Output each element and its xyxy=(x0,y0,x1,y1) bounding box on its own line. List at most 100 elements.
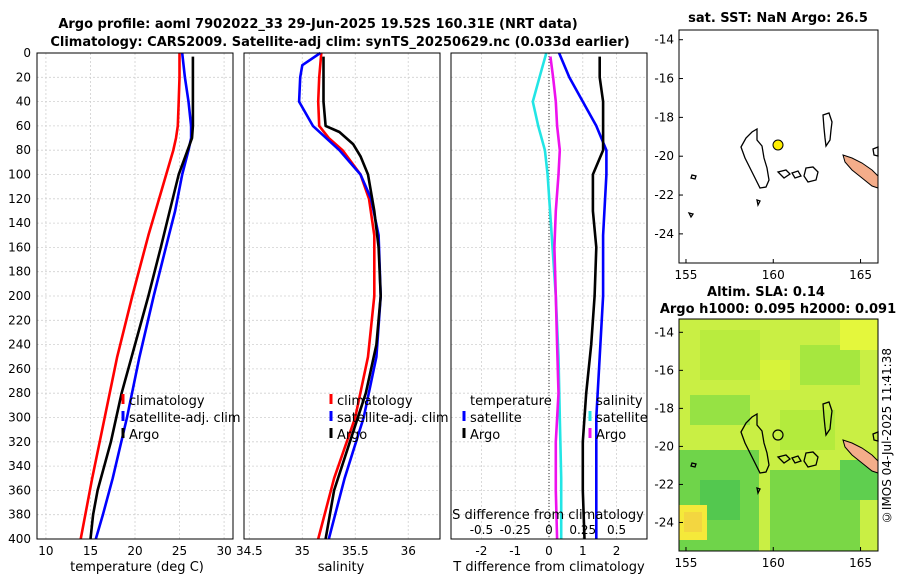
temperature-xlabel: temperature (deg C) xyxy=(70,560,204,575)
depth-tick-label: 240 xyxy=(8,338,31,352)
legend-label-argo: Argo xyxy=(337,428,367,443)
legend-title-salinity: salinity xyxy=(596,394,643,409)
loyalty-island-a xyxy=(776,454,792,464)
sla-argo-position xyxy=(772,429,784,441)
depth-tick-label: 280 xyxy=(8,386,31,400)
lon-tick-label: 155 xyxy=(675,268,698,282)
lon-tick-label: 160 xyxy=(762,556,785,570)
legend-label-argo: Argo xyxy=(129,428,159,443)
islet-a xyxy=(690,462,697,468)
coast-edge-a xyxy=(872,146,879,157)
lat-tick-label: -16 xyxy=(654,363,674,377)
lat-tick-label: -16 xyxy=(654,72,674,86)
sst-map xyxy=(678,29,879,264)
x-tick-label: 35.5 xyxy=(342,544,369,558)
lat-tick-label: -20 xyxy=(654,149,674,163)
title-line-1: Argo profile: aoml 7902022_33 29-Jun-202… xyxy=(58,17,577,32)
x-tick-label: -1 xyxy=(509,544,521,558)
loyalty-island-a xyxy=(776,169,792,179)
legend-label-climatology: climatology xyxy=(129,394,205,409)
legend-title-temperature: temperature xyxy=(470,394,552,409)
depth-tick-label: 220 xyxy=(8,313,31,327)
sst-argo-position xyxy=(772,139,784,151)
series-line-t-argo xyxy=(581,56,605,540)
x-tick-label: 10 xyxy=(38,544,53,558)
islet-b xyxy=(687,212,695,219)
depth-tick-label: 60 xyxy=(16,119,31,133)
depth-tick-label: 400 xyxy=(8,532,31,546)
islet-c xyxy=(756,199,761,207)
plot-frame xyxy=(450,52,648,540)
sla-patch xyxy=(800,345,860,385)
temperature-panel: 0 20 40 60 80 100 120 140 160 180 200 220 240 260 280 3… xyxy=(8,46,234,558)
sst-reef xyxy=(842,154,879,189)
legend-label-satellite: satellite-adj. clim xyxy=(337,411,449,426)
x-tick-label: 34.5 xyxy=(236,544,263,558)
x-tick-label: 36 xyxy=(401,544,416,558)
sst-map-axes: 155 160 165 -14 -16 -18 -20 -22 -24 xyxy=(654,33,872,282)
depth-tick-label: 300 xyxy=(8,411,31,425)
series-line-satellite-adj-clim xyxy=(94,52,193,540)
depth-tick-label: 80 xyxy=(16,143,31,157)
x-tick-label: -2 xyxy=(475,544,487,558)
lat-tick-label: -24 xyxy=(654,227,674,241)
salinity-panel: 34.5 35 35.5 36 xyxy=(236,51,441,558)
temperature-legend: climatology satellite-adj. clim Argo xyxy=(121,394,241,443)
x-tick-label: 1 xyxy=(579,544,587,558)
salinity-legend: climatology satellite-adj. clim Argo xyxy=(329,394,449,443)
x-tick-label: 30 xyxy=(216,544,231,558)
plot-frame xyxy=(243,52,441,540)
x-tick-label: 2 xyxy=(613,544,621,558)
sla-patch xyxy=(760,360,790,390)
lon-tick-label: 160 xyxy=(762,268,785,282)
salinity-xlabel: salinity xyxy=(318,560,365,575)
lat-tick-label: -18 xyxy=(654,110,674,124)
series-line-s-argo xyxy=(549,56,562,540)
sla-reef xyxy=(842,439,879,474)
sst-coastlines xyxy=(687,112,879,219)
series-line-argo xyxy=(89,56,195,540)
s-tick-label: -0.25 xyxy=(500,523,531,537)
x-tick-label: 0 xyxy=(545,544,553,558)
loyalty-island-c xyxy=(803,451,819,468)
plot-frame xyxy=(36,52,234,540)
difference-legend-salinity: salinity satellite Argo xyxy=(588,394,648,443)
s-tick-label: 0.25 xyxy=(569,523,596,537)
depth-tick-label: 380 xyxy=(8,508,31,522)
depth-tick-label: 160 xyxy=(8,240,31,254)
lat-tick-label: -14 xyxy=(654,325,674,339)
lon-tick-label: 155 xyxy=(675,556,698,570)
series-line-s-satellite xyxy=(531,52,563,539)
depth-tick-label: 0 xyxy=(23,46,31,60)
lat-tick-label: -24 xyxy=(654,515,674,529)
legend-label-t-argo: Argo xyxy=(470,428,500,443)
depth-tick-label: 200 xyxy=(8,289,31,303)
lon-tick-label: 165 xyxy=(849,556,872,570)
legend-label-climatology: climatology xyxy=(337,394,413,409)
depth-tick-label: 180 xyxy=(8,265,31,279)
sla-map-title-2: Argo h1000: 0.095 h2000: 0.091 xyxy=(660,302,896,317)
depth-tick-label: 100 xyxy=(8,168,31,182)
sla-field xyxy=(679,319,878,551)
x-tick-label: 35 xyxy=(295,544,310,558)
difference-panel: -2 -1 0 1 2-0.5 -0.25 0 0.25 0.5 xyxy=(450,52,648,558)
depth-tick-label: 340 xyxy=(8,459,31,473)
lat-tick-label: -14 xyxy=(654,33,674,47)
loyalty-island-c xyxy=(803,166,819,183)
series-line-t-satellite xyxy=(557,52,608,539)
new-caledonia-coast xyxy=(740,127,770,189)
islet-a xyxy=(690,174,697,180)
lat-tick-label: -22 xyxy=(654,477,674,491)
series-line-satellite-adj-clim xyxy=(297,51,383,540)
depth-tick-label: 320 xyxy=(8,435,31,449)
depth-tick-label: 40 xyxy=(16,95,31,109)
s-tick-label: 0.5 xyxy=(607,523,626,537)
difference-legend-temperature: temperature satellite Argo xyxy=(462,394,552,443)
loyalty-island-b xyxy=(791,170,802,179)
sla-patch-high xyxy=(684,512,702,532)
sla-map-title-1: Altim. SLA: 0.14 xyxy=(707,285,825,300)
lat-tick-label: -20 xyxy=(654,439,674,453)
x-tick-label: 15 xyxy=(83,544,98,558)
vanuatu-island-a xyxy=(822,112,833,148)
